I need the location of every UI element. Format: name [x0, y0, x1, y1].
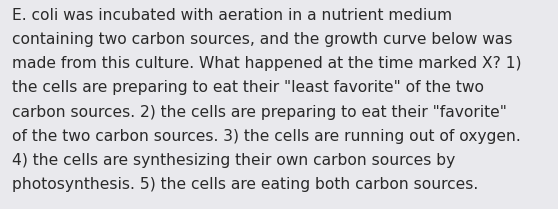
Text: the cells are preparing to eat their "least favorite" of the two: the cells are preparing to eat their "le…	[12, 80, 484, 96]
Text: containing two carbon sources, and the growth curve below was: containing two carbon sources, and the g…	[12, 32, 513, 47]
Text: carbon sources. 2) the cells are preparing to eat their "favorite": carbon sources. 2) the cells are prepari…	[12, 104, 507, 120]
Text: made from this culture. What happened at the time marked X? 1): made from this culture. What happened at…	[12, 56, 522, 71]
Text: 4) the cells are synthesizing their own carbon sources by: 4) the cells are synthesizing their own …	[12, 153, 455, 168]
Text: E. coli was incubated with aeration in a nutrient medium: E. coli was incubated with aeration in a…	[12, 8, 453, 23]
Text: photosynthesis. 5) the cells are eating both carbon sources.: photosynthesis. 5) the cells are eating …	[12, 177, 479, 192]
Text: of the two carbon sources. 3) the cells are running out of oxygen.: of the two carbon sources. 3) the cells …	[12, 129, 521, 144]
